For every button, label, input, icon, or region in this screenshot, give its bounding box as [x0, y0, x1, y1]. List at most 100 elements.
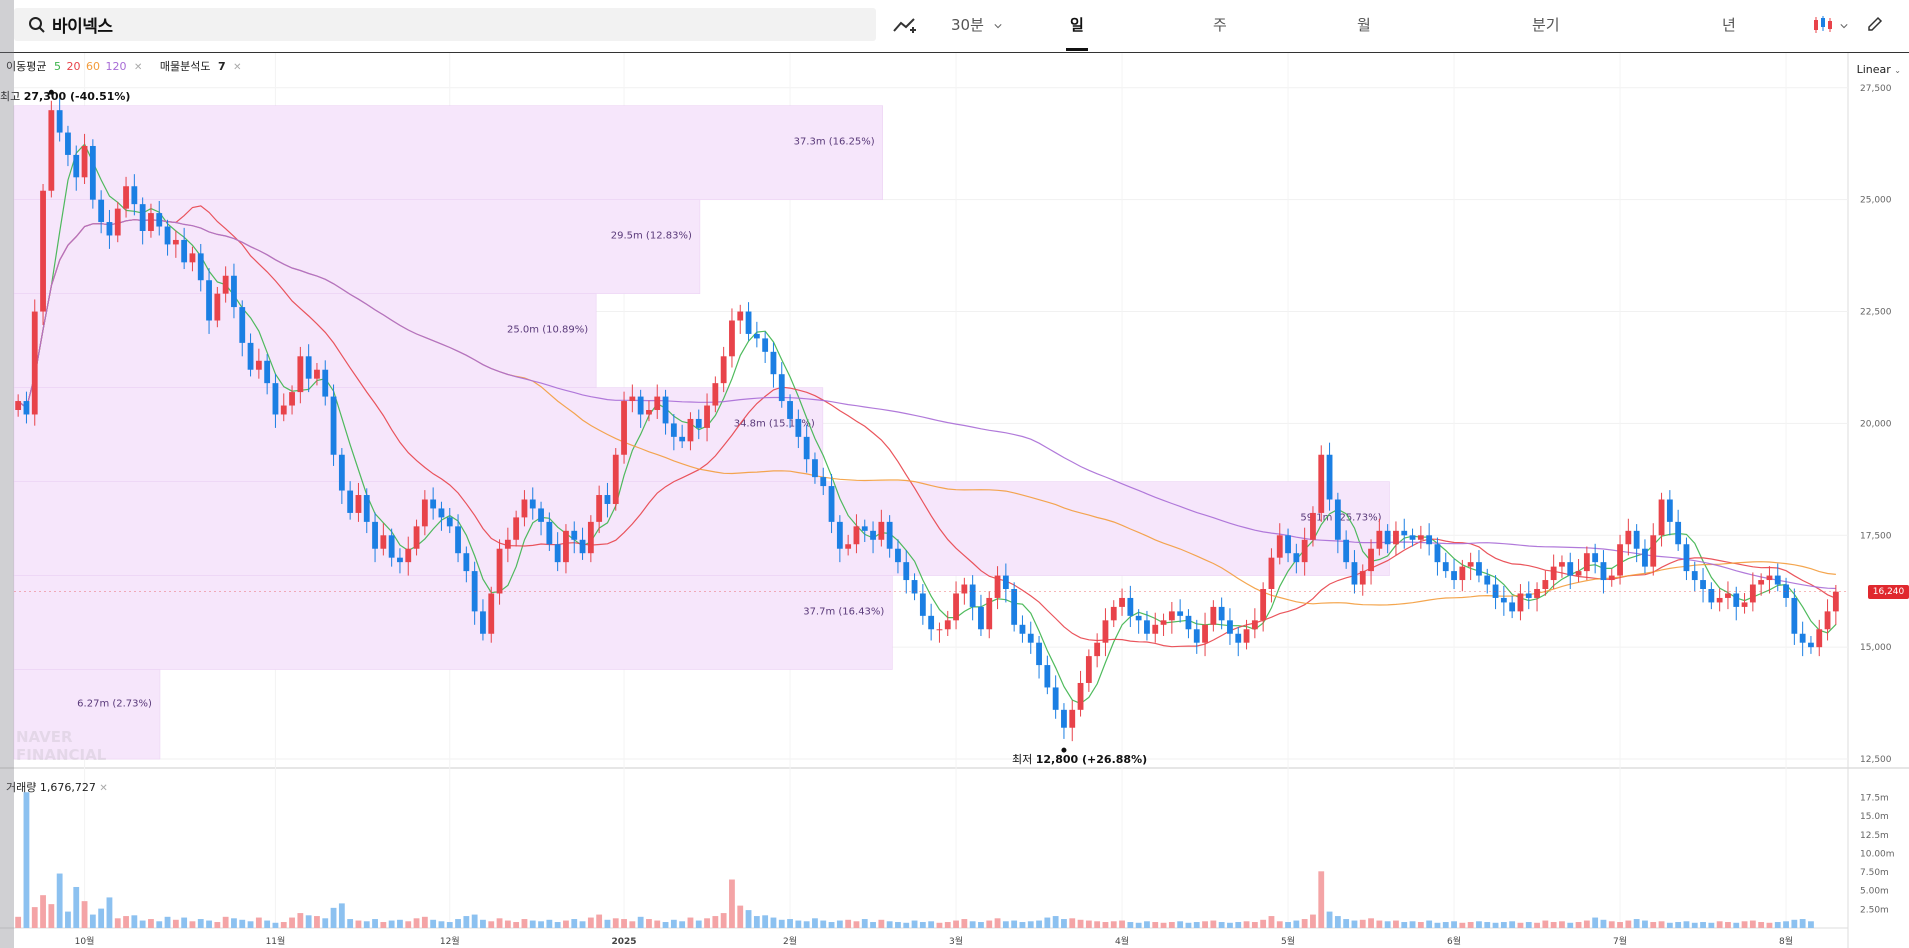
volume-bar [48, 904, 55, 928]
volume-bar [679, 921, 686, 928]
candle-body [255, 360, 262, 370]
candle-body [1110, 606, 1117, 621]
volume-bar [737, 905, 744, 928]
search-input[interactable]: 바이넥스 [52, 17, 113, 37]
candle-body [919, 593, 926, 616]
volume-bar [521, 919, 528, 928]
candle-body [446, 517, 453, 527]
volume-bar [222, 916, 229, 928]
search-icon[interactable] [28, 16, 46, 34]
candle-body [1617, 544, 1623, 576]
tab-period-month[interactable]: 월 [1357, 16, 1371, 34]
volume-bar [953, 920, 959, 928]
candle-body [397, 557, 403, 563]
candle-body [330, 396, 337, 455]
volume-bar [729, 879, 735, 928]
tab-period-week[interactable]: 주 [1213, 16, 1227, 34]
candle-body [637, 396, 644, 415]
chevron-down-icon[interactable] [1840, 23, 1848, 29]
volume-profile-label: 37.3m (16.25%) [794, 137, 875, 148]
candle-body [1019, 624, 1026, 634]
candle-body [753, 333, 760, 339]
volume-tick-label: 5.00m [1860, 887, 1889, 897]
volume-bar [928, 921, 935, 928]
volume-bar [123, 916, 129, 928]
naver-financial-watermark: NAVER FINANCIAL [16, 728, 106, 764]
tab-period-year[interactable]: 년 [1722, 16, 1736, 34]
drawing-tool-icon[interactable] [892, 15, 918, 35]
price-tick-label: 12,500 [1860, 755, 1892, 765]
volume-bar [73, 886, 80, 928]
volume-bar [903, 922, 910, 928]
volume-bar [421, 916, 428, 928]
time-tick-label: 8월 [1779, 935, 1793, 947]
candle-body [388, 535, 395, 558]
candle-body [480, 611, 486, 634]
volume-bar [803, 921, 810, 928]
candle-body [1135, 615, 1142, 621]
time-tick-label: 10월 [75, 935, 95, 947]
volume-bar [1002, 921, 1009, 928]
price-tick-label: 17,500 [1860, 531, 1892, 541]
candle-body [214, 293, 221, 321]
candle-body [1799, 633, 1806, 643]
interval-dropdown[interactable]: 30분 [951, 16, 984, 34]
close-icon[interactable]: ✕ [233, 62, 242, 73]
scale-dropdown[interactable]: Linear ⌄ [1857, 63, 1901, 76]
candle-body [189, 253, 196, 263]
candle-body [1583, 553, 1590, 572]
tab-period-day[interactable]: 일 [1070, 16, 1084, 34]
volume-bar [1683, 921, 1690, 928]
edit-pencil-icon[interactable] [1866, 15, 1884, 33]
candle-body [1376, 530, 1383, 549]
volume-bar [1716, 921, 1723, 928]
volume-bar [297, 913, 304, 928]
volume-bar [23, 792, 30, 928]
candle-body [405, 548, 412, 563]
volume-bar [405, 921, 412, 928]
volume-bar [704, 918, 710, 928]
low-marker [1061, 747, 1067, 753]
candle-body [430, 499, 437, 509]
candle-body [73, 154, 80, 178]
candle-body [1260, 589, 1267, 621]
volume-bar [430, 919, 437, 928]
volume-bar [1110, 921, 1117, 928]
candle-body [1749, 584, 1756, 603]
candle-body [1052, 687, 1059, 710]
volume-profile-label: 25.0m (10.89%) [507, 325, 588, 336]
tab-period-quarter[interactable]: 분기 [1532, 16, 1560, 34]
volume-bar [604, 919, 611, 928]
volume-bar [978, 922, 984, 928]
candle-body [1044, 665, 1051, 688]
candle-body [438, 508, 445, 518]
candle-body [1725, 593, 1731, 598]
time-tick-label: 3월 [949, 935, 963, 947]
current-price-tag: 16,240 [1868, 584, 1909, 599]
volume-bar [1617, 922, 1623, 928]
chevron-down-icon[interactable] [994, 23, 1002, 29]
volume-bar [455, 919, 461, 928]
volume-bar [1160, 922, 1167, 928]
volume-bar [1733, 922, 1740, 928]
volume-bar [596, 914, 603, 928]
candle-body [247, 342, 254, 370]
candle-body [571, 530, 578, 540]
candle-body [1243, 629, 1250, 643]
candle-body [1550, 566, 1557, 581]
volume-tick-label: 7.50m [1860, 868, 1889, 878]
stock-search-box[interactable]: 바이넥스 [14, 8, 876, 41]
volume-bar [255, 917, 262, 928]
watermark-line-1: NAVER [16, 728, 73, 746]
close-icon[interactable]: ✕ [133, 62, 143, 73]
close-icon[interactable]: ✕ [99, 783, 108, 794]
candle-body [1069, 709, 1076, 728]
volume-bar [446, 922, 453, 928]
candle-body [48, 110, 55, 191]
chart-type-icon[interactable] [1812, 15, 1834, 35]
candle-body [1343, 539, 1350, 563]
candle-body [1011, 589, 1018, 625]
volume-bar [1675, 922, 1682, 928]
indicator-legend: 이동평균 5 20 60 120 ✕ 매물분석도 7 ✕ [6, 58, 246, 74]
